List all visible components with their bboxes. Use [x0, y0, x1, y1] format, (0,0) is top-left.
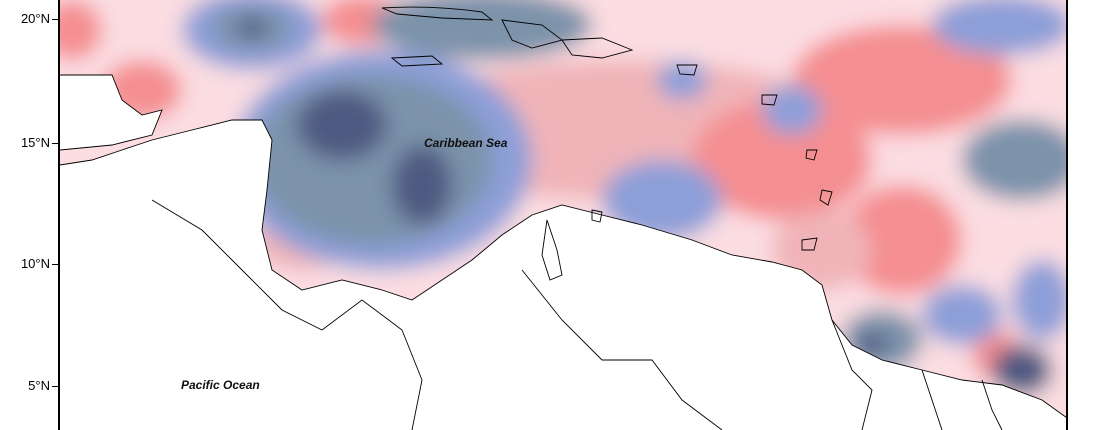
lat-label-20n: 20°N [20, 11, 50, 26]
anomaly-field [60, 0, 1066, 430]
lat-label-10n: 10°N [20, 256, 50, 271]
map-frame [58, 0, 1068, 430]
lat-tick-20n [52, 19, 58, 20]
landmass [60, 75, 1066, 430]
lat-tick-5n [52, 386, 58, 387]
lat-label-15n: 15°N [20, 135, 50, 150]
coastlines [60, 6, 1066, 430]
lat-tick-15n [52, 143, 58, 144]
lat-label-5n: 5°N [28, 378, 50, 393]
pacific-ocean-label: Pacific Ocean [181, 378, 260, 392]
caribbean-sea-label: Caribbean Sea [424, 136, 508, 150]
anomaly-map [60, 0, 1066, 430]
lat-tick-10n [52, 264, 58, 265]
